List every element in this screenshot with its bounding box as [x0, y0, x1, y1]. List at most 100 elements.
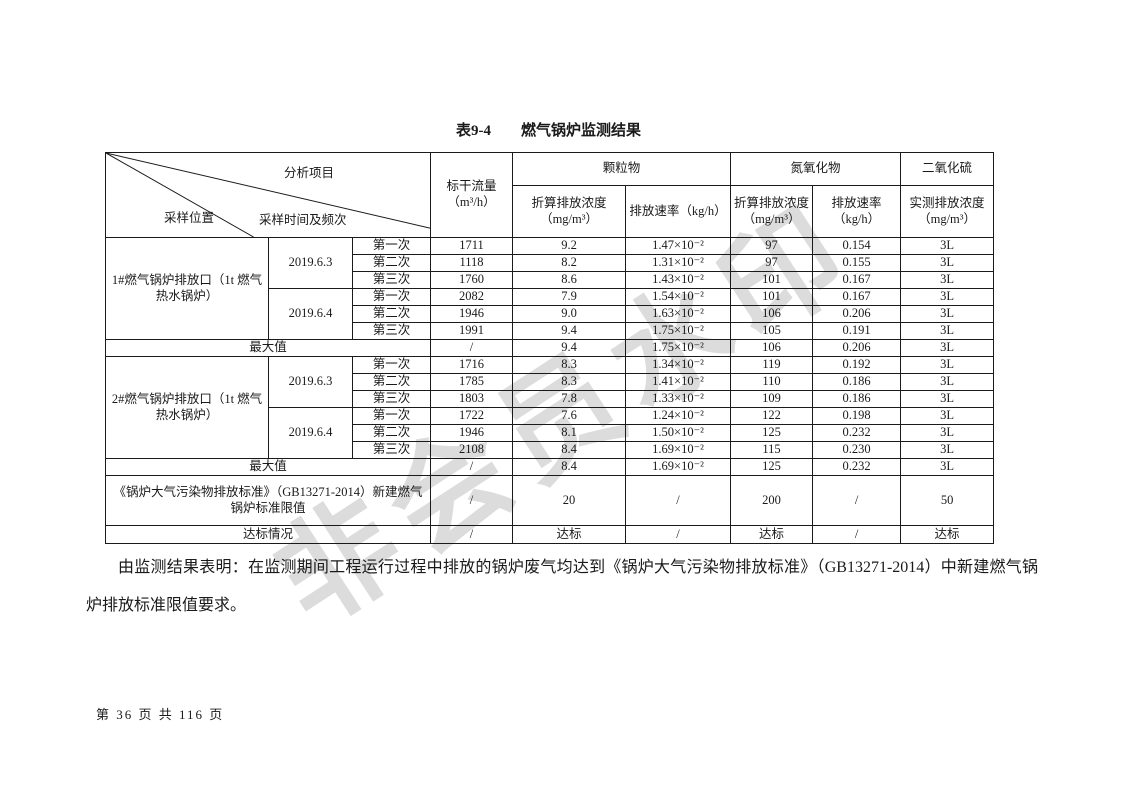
so2-cell: 3L [900, 288, 995, 306]
data-row: 2019.6.4 第一次 2082 7.9 1.54×10⁻² 101 0.16… [106, 288, 995, 340]
pm-rate-cell: 1.47×10⁻² [625, 237, 732, 255]
nox-concentration-cell: 200 [730, 475, 814, 526]
nox-concentration-cell: 110 [730, 373, 814, 391]
nox-rate-cell: 0.186 [812, 373, 902, 391]
location-cell: 2#燃气锅炉排放口（1t 燃气热水锅炉） [105, 356, 269, 459]
so2-cell: 3L [900, 339, 995, 357]
flow-header-label: 标干流量 [446, 179, 497, 194]
seq-cell: 第一次 [351, 407, 432, 425]
nox-rate-cell: 0.198 [812, 407, 902, 425]
header-sub-row: 折算排放浓度（mg/m³） 排放速率（kg/h） 折算排放浓度（mg/m³） 排… [106, 185, 995, 238]
so2-cell: 3L [900, 305, 995, 323]
flow-cell: 1118 [430, 254, 514, 272]
nox-rate-cell: 0.232 [812, 424, 902, 442]
col-header-pm-concentration: 折算排放浓度（mg/m³） [512, 185, 627, 238]
data-row: 第三次 1803 7.8 1.33×10⁻² 109 0.186 3L [106, 390, 995, 408]
data-row: 2019.6.4 第一次 1722 7.6 1.24×10⁻² 122 0.19… [106, 407, 995, 459]
flow-cell: / [430, 458, 514, 476]
max-row: 最大值 / 8.4 1.69×10⁻² 125 0.232 3L [104, 458, 995, 476]
corner-label-analysis: 分析项目 [284, 166, 335, 180]
so2-cell: 3L [900, 271, 995, 289]
pm-rate-cell: 1.34×10⁻² [625, 356, 732, 374]
flow-cell: 1946 [430, 305, 514, 323]
pm-concentration-cell: 8.4 [512, 458, 627, 476]
corner-label-time: 采样时间及频次 [259, 213, 347, 227]
nox-concentration-cell: 122 [730, 407, 814, 425]
col-header-nox-concentration: 折算排放浓度（mg/m³） [730, 185, 814, 238]
table-title: 表9-4 燃气锅炉监测结果 [456, 123, 641, 139]
header-group-row: 分析项目 采样时间及频次 采样位置 标干流量 （m³/h） 颗粒物 氮氧化物 二… [104, 152, 995, 238]
nox-rate-cell: 0.154 [812, 237, 902, 255]
flow-cell: 1760 [430, 271, 514, 289]
flow-cell: 2108 [430, 441, 514, 459]
seq-cell: 第三次 [351, 441, 432, 459]
pm-concentration-cell: 8.4 [512, 441, 627, 459]
seq-cell: 第二次 [351, 254, 432, 272]
pm-concentration-cell: 达标 [512, 525, 627, 544]
pm-concentration-cell: 9.0 [512, 305, 627, 323]
flow-cell: 1803 [430, 390, 514, 408]
flow-cell: 1785 [430, 373, 514, 391]
nox-rate-cell: 0.167 [812, 271, 902, 289]
group-header-pm: 颗粒物 [512, 152, 732, 186]
nox-concentration-cell: 达标 [730, 525, 814, 544]
nox-rate-cell: / [812, 475, 902, 526]
data-row: 2#燃气锅炉排放口（1t 燃气热水锅炉） 2019.6.3 第一次 1716 8… [105, 356, 995, 459]
date-cell: 2019.6.3 [268, 356, 353, 408]
pm-rate-cell: 1.54×10⁻² [625, 288, 732, 306]
pm-concentration-cell: 8.3 [512, 356, 627, 374]
max-row: 最大值 / 9.4 1.75×10⁻² 106 0.206 3L [104, 339, 995, 357]
location-cell: 1#燃气锅炉排放口（1t 燃气热水锅炉） [105, 237, 269, 340]
nox-concentration-cell: 106 [730, 305, 814, 323]
seq-cell: 第一次 [351, 237, 432, 255]
nox-rate-cell: 0.167 [812, 288, 902, 306]
so2-cell: 3L [900, 356, 995, 374]
pm-rate-cell: / [625, 475, 732, 526]
monitoring-table: 分析项目 采样时间及频次 采样位置 标干流量 （m³/h） 颗粒物 氮氧化物 二… [104, 152, 995, 544]
pm-rate-cell: 1.31×10⁻² [625, 254, 732, 272]
max-label-cell: 最大值 [104, 458, 432, 476]
so2-cell: 3L [900, 390, 995, 408]
flow-header-unit: （m³/h） [447, 195, 496, 209]
pm-rate-cell: 1.75×10⁻² [625, 322, 732, 340]
so2-cell: 3L [900, 254, 995, 272]
pm-rate-cell: 1.69×10⁻² [625, 441, 732, 459]
nox-rate-cell: 0.192 [812, 356, 902, 374]
pm-rate-cell: 1.50×10⁻² [625, 424, 732, 442]
flow-cell: 1722 [430, 407, 514, 425]
pm-concentration-cell: 9.4 [512, 339, 627, 357]
nox-concentration-cell: 101 [730, 271, 814, 289]
so2-cell: 3L [900, 322, 995, 340]
date-cell: 2019.6.4 [268, 288, 353, 340]
so2-cell: 3L [900, 458, 995, 476]
seq-cell: 第三次 [351, 271, 432, 289]
conclusion-paragraph: 由监测结果表明：在监测期间工程运行过程中排放的锅炉废气均达到《锅炉大气污染物排放… [86, 559, 1038, 614]
so2-cell: 3L [900, 441, 995, 459]
nox-concentration-cell: 109 [730, 390, 814, 408]
flow-cell: / [430, 475, 514, 526]
nox-concentration-cell: 115 [730, 441, 814, 459]
col-header-nox-rate: 排放速率（kg/h） [812, 185, 902, 238]
pm-concentration-cell: 8.1 [512, 424, 627, 442]
flow-cell: 1716 [430, 356, 514, 374]
nox-rate-cell: 0.206 [812, 305, 902, 323]
flow-cell: 2082 [430, 288, 514, 306]
nox-concentration-cell: 105 [730, 322, 814, 340]
pm-rate-cell: 1.33×10⁻² [625, 390, 732, 408]
nox-rate-cell: 0.155 [812, 254, 902, 272]
so2-cell: 50 [900, 475, 995, 526]
flow-cell: / [430, 525, 514, 544]
pm-concentration-cell: 9.4 [512, 322, 627, 340]
nox-concentration-cell: 125 [730, 424, 814, 442]
pm-concentration-cell: 8.6 [512, 271, 627, 289]
seq-cell: 第三次 [351, 322, 432, 340]
group-header-so2: 二氧化硫 [900, 152, 995, 186]
seq-cell: 第二次 [351, 373, 432, 391]
date-cell: 2019.6.4 [268, 407, 353, 459]
nox-concentration-cell: 97 [730, 237, 814, 255]
nox-concentration-cell: 119 [730, 356, 814, 374]
flow-cell: 1946 [430, 424, 514, 442]
standard-limit-row: 《锅炉大气污染物排放标准》（GB13271-2014）新建燃气锅炉标准限值 / … [104, 475, 995, 526]
nox-concentration-cell: 101 [730, 288, 814, 306]
corner-label-location: 采样位置 [164, 211, 215, 225]
